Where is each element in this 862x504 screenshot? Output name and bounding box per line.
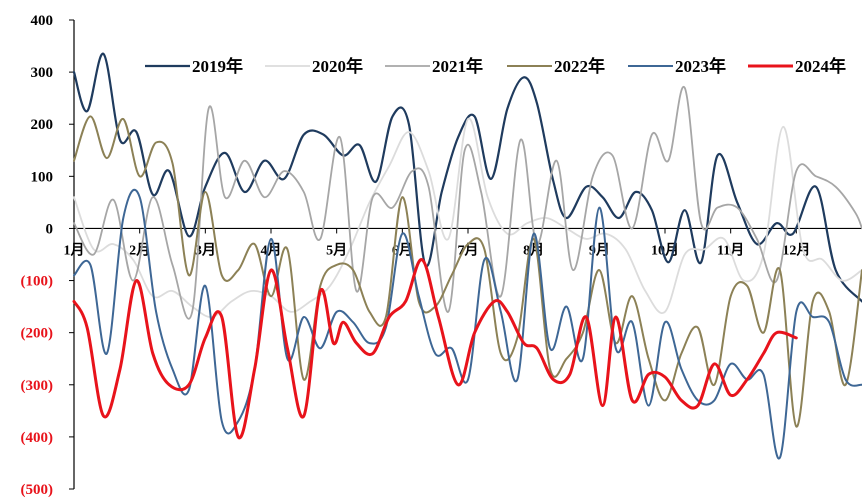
y-tick-label: (100) xyxy=(21,274,54,290)
y-tick-label: 300 xyxy=(31,65,54,81)
x-tick-label: 8月 xyxy=(523,242,544,258)
legend-label: 2024年 xyxy=(795,56,846,76)
legend-label: 2019年 xyxy=(192,56,243,76)
y-tick-label: (200) xyxy=(21,326,54,342)
y-tick-label: (500) xyxy=(21,482,54,498)
y-tick-label: (400) xyxy=(21,430,54,446)
x-tick-label: 1月 xyxy=(64,242,85,258)
x-tick-label: 4月 xyxy=(261,242,282,258)
y-tick-label: 200 xyxy=(31,117,54,133)
legend-label: 2022年 xyxy=(554,56,605,76)
y-tick-label-zero: 0 xyxy=(46,221,54,237)
y-tick-label: 100 xyxy=(31,169,54,185)
x-tick-label: 5月 xyxy=(326,242,347,258)
axes: 400 300 200 100 (100) (200) (300) (400) (500) 1月 2… xyxy=(21,13,862,498)
legend-label: 2023年 xyxy=(675,56,726,76)
y-tick-label: (300) xyxy=(21,378,54,394)
y-tick-label: 400 xyxy=(31,13,54,29)
legend-label: 2021年 xyxy=(432,56,483,76)
series-line-6 xyxy=(74,260,796,438)
legend-label: 2020年 xyxy=(312,56,363,76)
legend: 2019年 2020年 2021年 2022年 2023年 2024年 xyxy=(145,56,846,76)
